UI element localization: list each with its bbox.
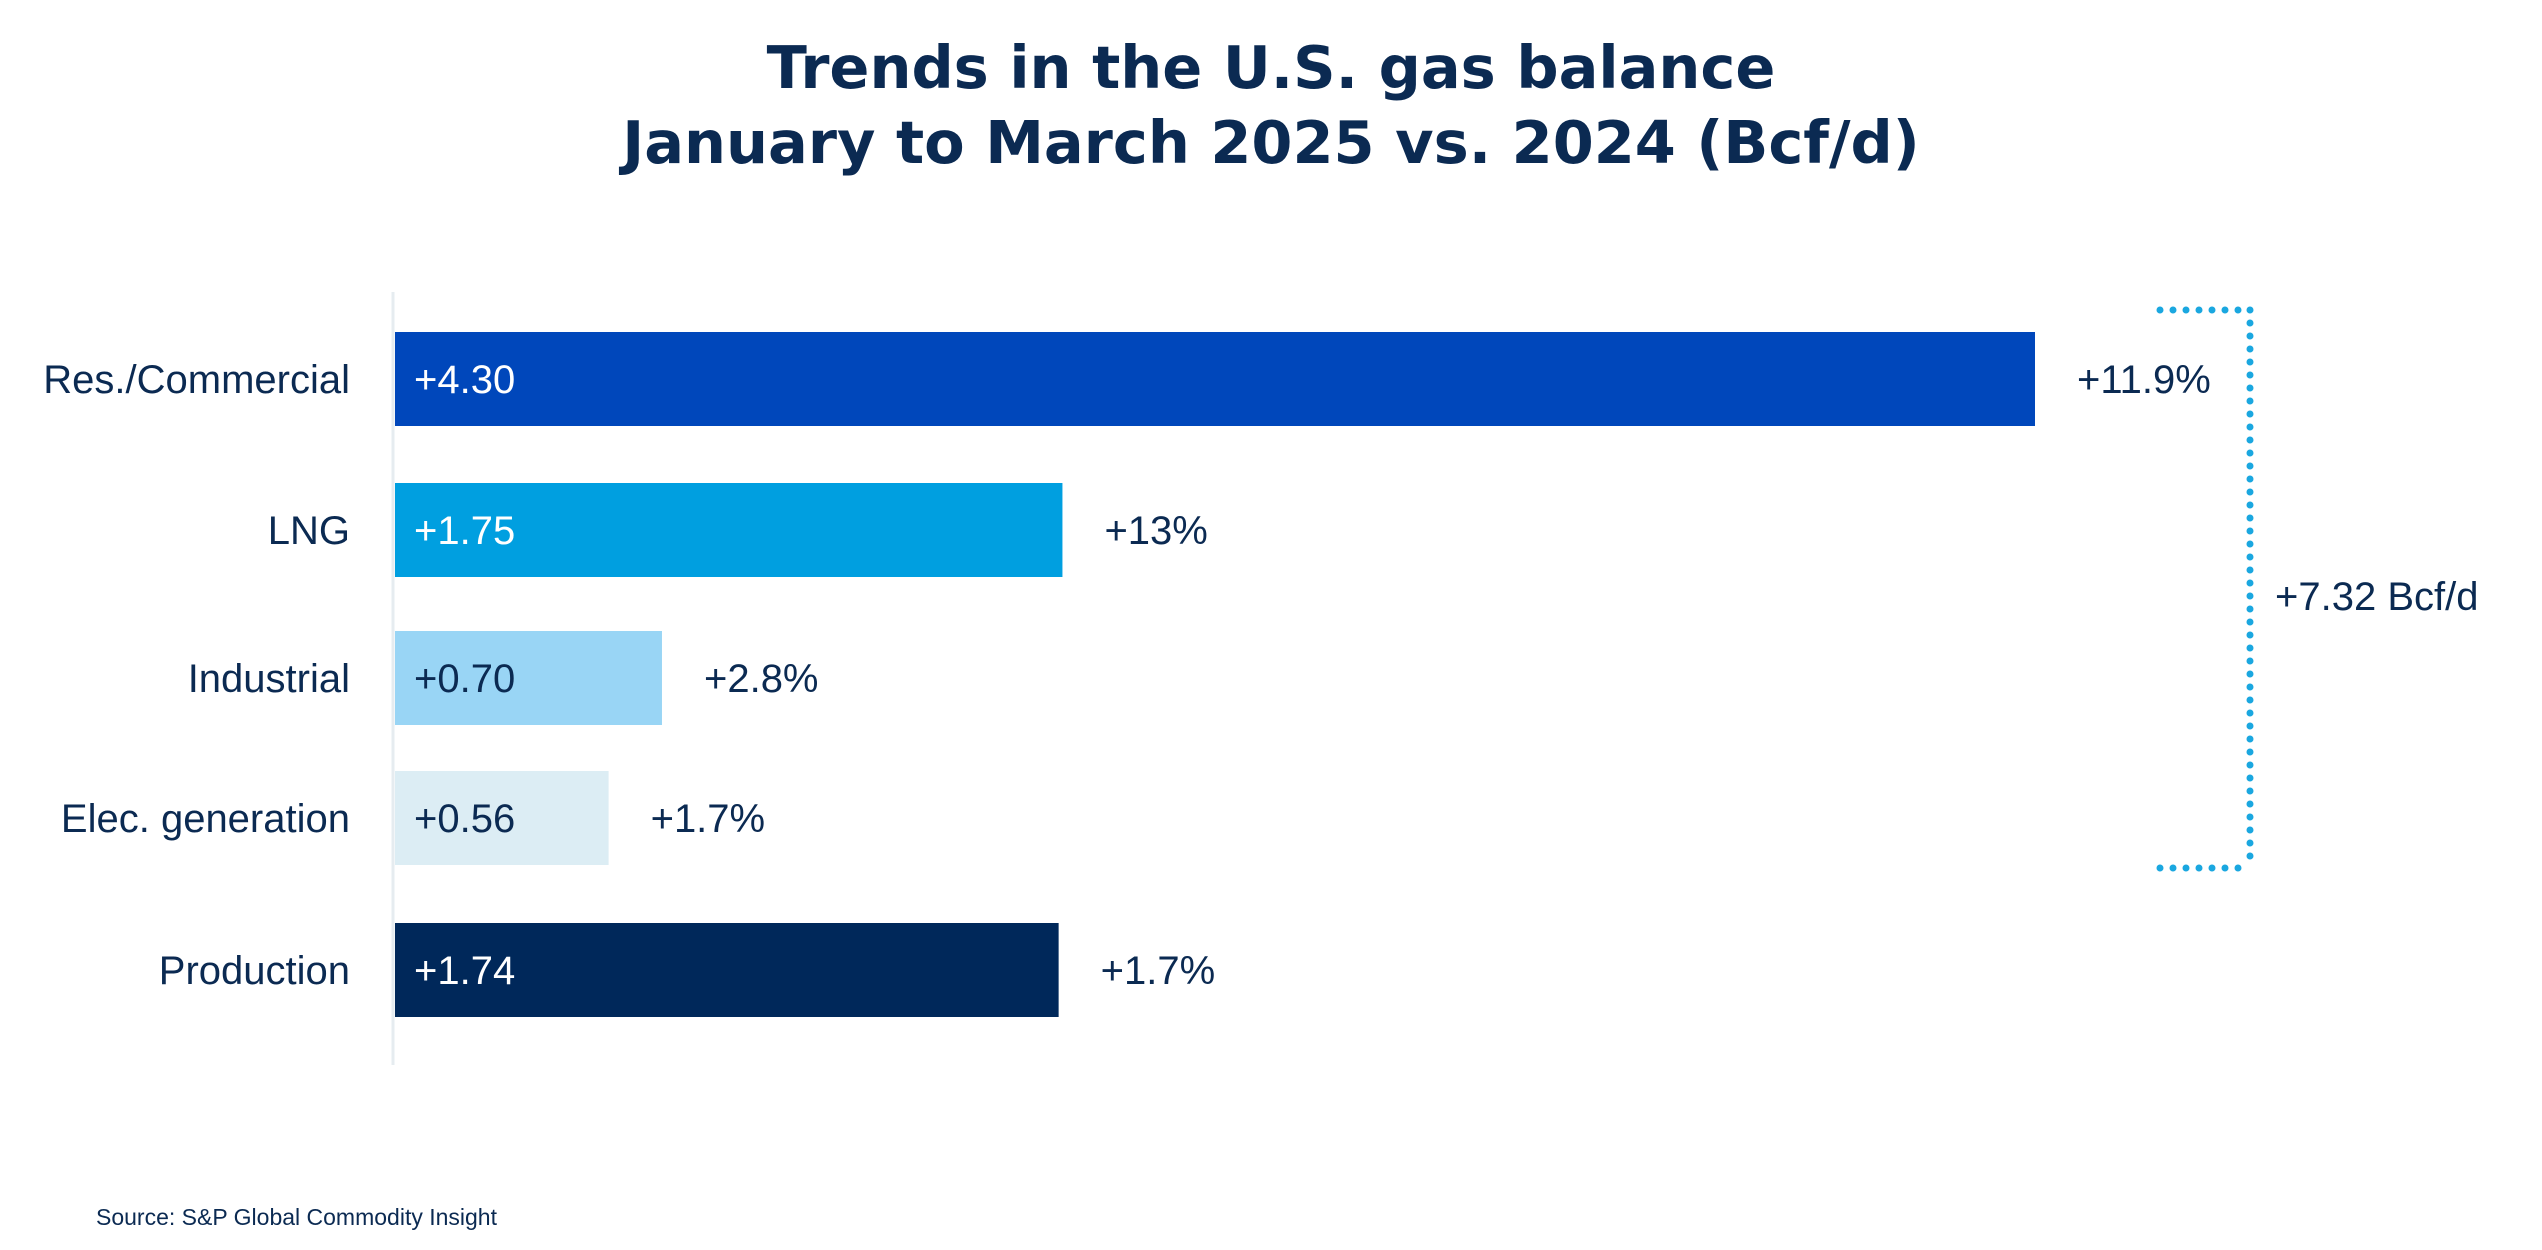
chart-title: Trends in the U.S. gas balance [766, 33, 1776, 102]
bar [395, 631, 662, 725]
bar-percent-label: +13% [1104, 509, 1207, 553]
bar-value-label: +1.75 [414, 509, 515, 553]
category-label: Production [159, 949, 350, 993]
bar-value-label: +0.70 [414, 657, 515, 701]
chart-subtitle: January to March 2025 vs. 2024 (Bcf/d) [622, 108, 1920, 177]
bar-percent-label: +2.8% [704, 657, 819, 701]
bar-percent-label: +1.7% [651, 797, 766, 841]
category-label: Elec. generation [61, 797, 350, 841]
category-label: LNG [268, 509, 350, 553]
bar-value-label: +0.56 [414, 797, 515, 841]
bar [395, 923, 1059, 1017]
bar [395, 483, 1063, 577]
bar [395, 332, 2035, 426]
bar-percent-label: +11.9% [2077, 358, 2211, 402]
bar-percent-label: +1.7% [1101, 949, 1216, 993]
bar [395, 771, 609, 865]
bar-value-label: +1.74 [414, 949, 515, 993]
category-label: Res./Commercial [43, 358, 350, 402]
bar-value-label: +4.30 [414, 358, 515, 402]
bracket-total-label: +7.32 Bcf/d [2275, 575, 2478, 619]
category-label: Industrial [188, 657, 350, 701]
source-note: Source: S&P Global Commodity Insight [96, 1204, 497, 1230]
